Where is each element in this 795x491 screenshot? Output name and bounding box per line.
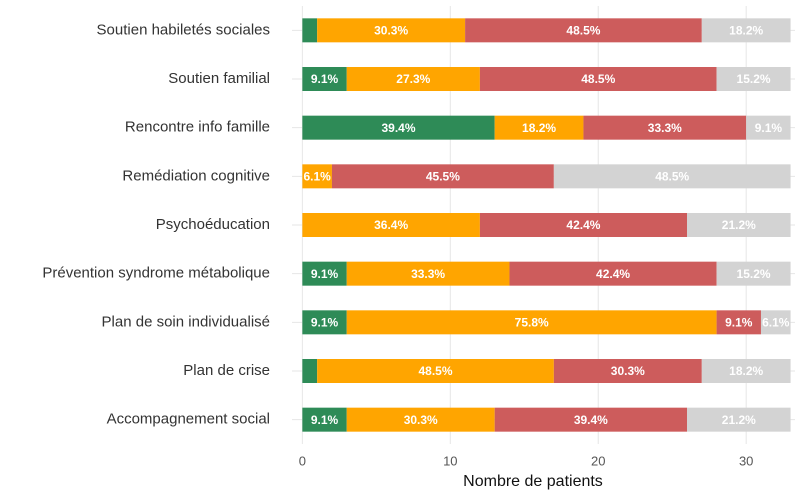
bar-segment: [302, 213, 480, 237]
y-tick-label: Plan de crise: [183, 362, 270, 379]
bar-segment: [302, 261, 347, 286]
value-label: 9.1%: [311, 72, 339, 86]
value-label: 9.1%: [725, 316, 753, 330]
value-label: 39.4%: [382, 121, 416, 135]
bar-segment: [346, 310, 717, 335]
value-label: 30.3%: [404, 413, 438, 427]
bar-segment: [302, 359, 318, 383]
bar-segment: [760, 310, 791, 335]
x-tick-label: 30: [739, 453, 753, 468]
bar-segment: [346, 67, 480, 91]
value-label: 42.4%: [596, 267, 630, 281]
value-label: 18.2%: [729, 24, 763, 38]
bar-segment: [346, 407, 495, 432]
y-tick-label: Plan de soin individualisé: [102, 313, 270, 330]
bar-segment: [701, 18, 791, 43]
x-tick-label: 0: [299, 453, 306, 468]
value-label: 21.2%: [722, 413, 756, 427]
bar-segment: [346, 261, 510, 286]
bar-segment: [716, 261, 791, 286]
bar-segment: [553, 359, 702, 383]
bar-segment: [746, 115, 791, 140]
x-axis-title: Nombre de patients: [463, 473, 603, 490]
bar-segment: [302, 407, 347, 432]
value-label: 15.2%: [737, 72, 771, 86]
x-tick-label: 20: [591, 453, 605, 468]
bar-segment: [687, 407, 791, 432]
y-tick-label: Soutien habiletés sociales: [97, 21, 270, 38]
value-label: 18.2%: [522, 121, 556, 135]
value-label: 9.1%: [311, 267, 339, 281]
value-label: 27.3%: [396, 72, 430, 86]
bar-segment: [302, 115, 495, 140]
bar-segment: [687, 213, 791, 237]
value-label: 36.4%: [374, 218, 408, 232]
value-label: 6.1%: [762, 316, 790, 330]
value-label: 30.3%: [611, 364, 645, 378]
bar-segment: [331, 164, 554, 189]
bar-segment: [716, 67, 791, 91]
x-tick-label: 10: [443, 453, 457, 468]
y-tick-label: Accompagnement social: [107, 411, 270, 428]
value-label: 9.1%: [311, 316, 339, 330]
bar-segment: [553, 164, 791, 189]
value-label: 21.2%: [722, 218, 756, 232]
bar-segment: [302, 67, 347, 91]
bar-segment: [716, 310, 761, 335]
y-tick-label: Prévention syndrome métabolique: [42, 265, 270, 282]
value-label: 33.3%: [411, 267, 445, 281]
value-label: 48.5%: [655, 170, 689, 184]
value-label: 48.5%: [418, 364, 452, 378]
bar-segment: [494, 407, 688, 432]
value-label: 6.1%: [303, 170, 331, 184]
bar-segment: [479, 213, 688, 237]
bar-segment: [317, 18, 466, 43]
value-label: 33.3%: [648, 121, 682, 135]
value-label: 9.1%: [755, 121, 783, 135]
y-tick-label: Rencontre info famille: [125, 119, 270, 136]
bar-segment: [317, 359, 554, 383]
bar-segment: [509, 261, 717, 286]
bar-segment: [302, 310, 347, 335]
value-label: 48.5%: [581, 72, 615, 86]
value-label: 45.5%: [426, 170, 460, 184]
value-label: 48.5%: [566, 24, 600, 38]
bar-segment: [479, 67, 717, 91]
value-label: 30.3%: [374, 24, 408, 38]
y-tick-label: Remédiation cognitive: [122, 167, 270, 184]
value-label: 39.4%: [574, 413, 608, 427]
bar-segment: [494, 115, 584, 140]
value-label: 75.8%: [515, 316, 549, 330]
y-tick-label: Soutien familial: [168, 70, 270, 87]
value-label: 9.1%: [311, 413, 339, 427]
bar-segment: [701, 359, 791, 383]
value-label: 18.2%: [729, 364, 763, 378]
value-label: 15.2%: [737, 267, 771, 281]
y-tick-label: Psychoéducation: [156, 216, 270, 233]
bar-segment: [583, 115, 747, 140]
bar-segment: [302, 18, 318, 43]
bar-segment: [302, 164, 332, 189]
value-label: 42.4%: [566, 218, 600, 232]
bar-segment: [465, 18, 702, 43]
